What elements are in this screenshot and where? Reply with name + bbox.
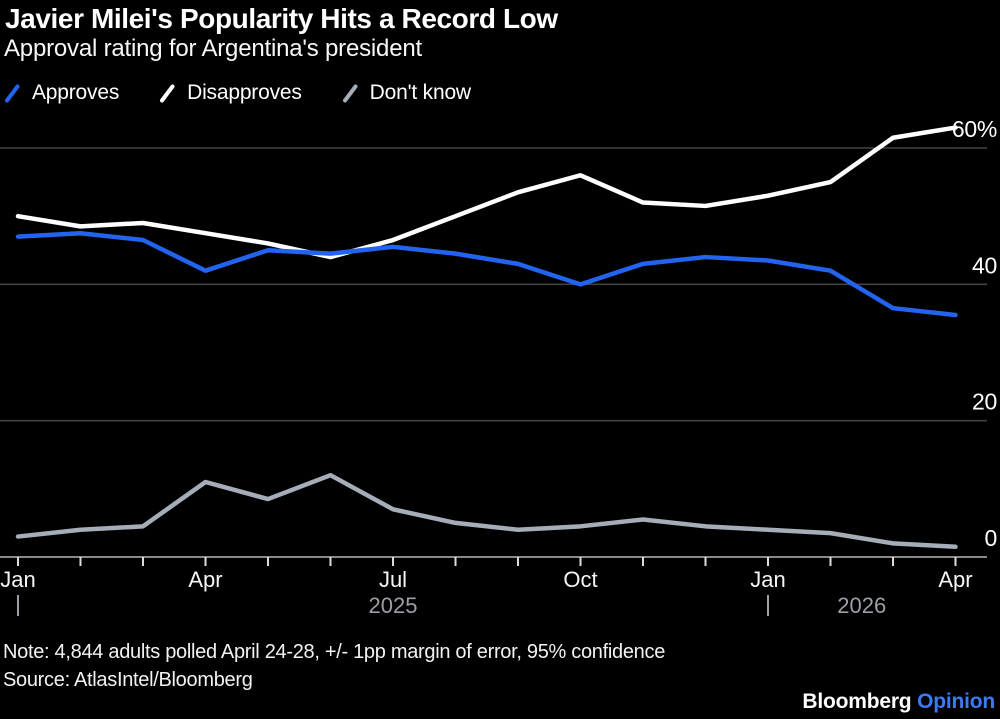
year-label: 2025 bbox=[369, 593, 418, 618]
x-axis-label: Jan bbox=[750, 567, 785, 592]
legend: Approves Disapproves Don't know bbox=[4, 81, 471, 105]
legend-slash-icon bbox=[5, 84, 20, 102]
y-axis-label: 60% bbox=[952, 116, 997, 142]
dont-know-line bbox=[15, 472, 958, 550]
chart-subtitle: Approval rating for Argentina's presiden… bbox=[4, 35, 422, 62]
legend-label: Approves bbox=[32, 81, 120, 104]
legend-label: Don't know bbox=[369, 81, 471, 104]
x-axis-label: Apr bbox=[938, 567, 972, 592]
legend-item-dont-know: Don't know bbox=[342, 81, 471, 105]
legend-label: Disapproves bbox=[187, 81, 302, 104]
legend-item-approves: Approves bbox=[4, 81, 119, 105]
x-axis-label: Jul bbox=[379, 567, 407, 592]
x-axis-label: Jan bbox=[0, 567, 35, 592]
y-axis-label: 40 bbox=[972, 252, 997, 278]
y-axis-label: 20 bbox=[972, 389, 997, 415]
x-axis-label: Oct bbox=[563, 567, 597, 592]
legend-slash-icon bbox=[160, 84, 175, 102]
disapproves-line bbox=[15, 125, 958, 260]
brand-bloomberg: Bloomberg bbox=[802, 690, 912, 713]
brand-logo: Bloomberg Opinion bbox=[802, 690, 995, 714]
x-axis-label: Apr bbox=[188, 567, 222, 592]
chart-note: Note: 4,844 adults polled April 24-28, +… bbox=[3, 641, 666, 663]
approves-line bbox=[15, 230, 958, 318]
chart-title: Javier Milei's Popularity Hits a Record … bbox=[5, 3, 558, 34]
legend-slash-icon bbox=[342, 84, 358, 102]
year-label: 2026 bbox=[837, 593, 886, 618]
y-axis-label: 0 bbox=[985, 525, 998, 551]
brand-opinion: Opinion bbox=[917, 690, 995, 713]
legend-item-disapproves: Disapproves bbox=[159, 81, 302, 105]
chart-source: Source: AtlasIntel/Bloomberg bbox=[3, 669, 253, 691]
